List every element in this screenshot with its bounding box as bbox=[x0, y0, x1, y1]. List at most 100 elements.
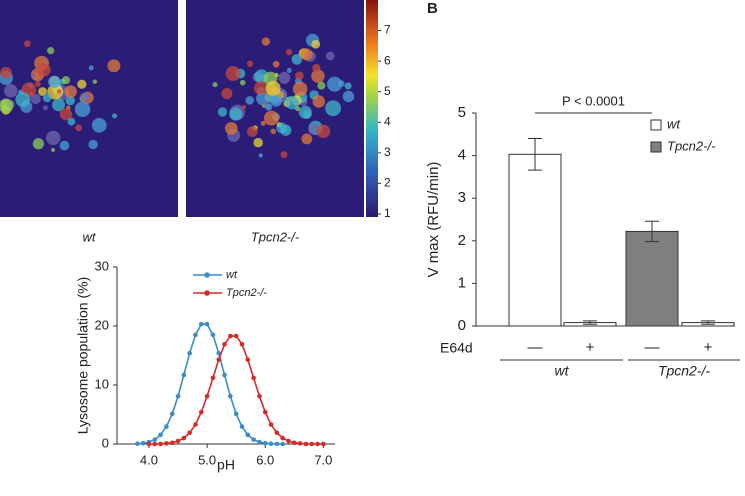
point bbox=[193, 332, 198, 338]
series-line bbox=[148, 335, 324, 445]
blob bbox=[91, 117, 107, 133]
error-bar bbox=[645, 220, 659, 243]
image-caption: wt bbox=[83, 229, 97, 244]
colorbar bbox=[366, 0, 378, 217]
blob bbox=[261, 37, 271, 46]
blob bbox=[67, 117, 76, 126]
blob bbox=[246, 60, 254, 67]
blob bbox=[298, 105, 312, 119]
point bbox=[135, 441, 140, 447]
legend-swatch bbox=[650, 141, 662, 153]
blob bbox=[258, 153, 263, 158]
blob bbox=[42, 93, 52, 103]
point bbox=[169, 411, 175, 417]
y-tick-label: 0 bbox=[102, 435, 109, 450]
colorbar-label: 7 bbox=[384, 23, 391, 37]
blob bbox=[212, 82, 218, 88]
blob bbox=[46, 130, 61, 146]
blob bbox=[260, 120, 266, 126]
blob bbox=[325, 51, 335, 61]
category-label: — bbox=[528, 339, 543, 356]
legend-label: wt bbox=[226, 269, 238, 281]
x-tick-label: 6.0 bbox=[256, 452, 274, 467]
category-label: + bbox=[704, 339, 713, 356]
blob bbox=[241, 105, 247, 110]
blob bbox=[24, 40, 31, 48]
blob bbox=[38, 87, 47, 96]
blob bbox=[88, 65, 94, 71]
blob bbox=[312, 63, 321, 73]
blob bbox=[342, 90, 355, 103]
blob bbox=[280, 151, 288, 159]
point bbox=[222, 341, 227, 347]
colorbar-label: 1 bbox=[384, 206, 391, 220]
blob bbox=[316, 124, 331, 139]
point bbox=[169, 440, 175, 446]
point bbox=[274, 441, 280, 447]
row-label: E64d bbox=[440, 340, 473, 356]
colorbar-label: 5 bbox=[384, 84, 391, 98]
blob bbox=[286, 67, 292, 73]
point bbox=[262, 409, 268, 415]
blob bbox=[61, 76, 71, 85]
blob bbox=[295, 71, 304, 80]
blob bbox=[253, 137, 263, 148]
blob bbox=[280, 124, 292, 136]
category-label: + bbox=[586, 339, 595, 356]
point bbox=[222, 372, 227, 378]
blob bbox=[224, 122, 238, 135]
blob bbox=[75, 124, 82, 132]
x-axis-label: pH bbox=[217, 457, 235, 473]
blob bbox=[37, 63, 51, 77]
bar bbox=[625, 230, 679, 327]
point bbox=[245, 357, 251, 362]
point bbox=[292, 440, 297, 446]
point bbox=[315, 441, 320, 447]
y-tick-label: 20 bbox=[95, 317, 109, 332]
point bbox=[198, 321, 204, 327]
x-tick-label: 7.0 bbox=[314, 452, 332, 467]
point bbox=[228, 393, 233, 399]
series-line bbox=[137, 323, 283, 445]
legend-label: Tpcn2-/- bbox=[226, 287, 267, 299]
panel-label: B bbox=[427, 0, 438, 17]
point bbox=[210, 332, 216, 338]
blob bbox=[50, 147, 56, 152]
point bbox=[216, 357, 222, 362]
blob bbox=[269, 94, 283, 107]
y-tick-label: 1 bbox=[458, 274, 466, 291]
blob bbox=[0, 98, 14, 114]
blob bbox=[265, 80, 281, 96]
point bbox=[286, 438, 291, 444]
point bbox=[204, 393, 210, 399]
y-tick-label: 5 bbox=[458, 104, 466, 121]
point bbox=[233, 411, 239, 417]
point bbox=[181, 435, 187, 441]
point bbox=[193, 422, 198, 427]
blob bbox=[344, 82, 352, 90]
point bbox=[309, 441, 315, 447]
blob bbox=[66, 105, 71, 110]
blob bbox=[327, 76, 343, 92]
point bbox=[268, 441, 274, 447]
blob bbox=[246, 126, 258, 138]
blob bbox=[32, 138, 44, 150]
blob bbox=[240, 79, 246, 86]
blob bbox=[47, 47, 55, 55]
point bbox=[181, 372, 187, 378]
y-tick-label: 3 bbox=[458, 189, 466, 206]
blob bbox=[300, 48, 313, 61]
blob bbox=[64, 85, 77, 98]
blob bbox=[245, 96, 254, 105]
y-tick-label: 30 bbox=[95, 258, 109, 273]
point bbox=[164, 424, 169, 429]
blob bbox=[325, 100, 342, 117]
point bbox=[164, 441, 169, 446]
y-tick-label: 0 bbox=[458, 317, 466, 334]
blob bbox=[217, 107, 228, 117]
blob bbox=[92, 79, 98, 84]
blob bbox=[277, 92, 283, 98]
point bbox=[280, 435, 285, 441]
blob bbox=[47, 83, 63, 100]
point bbox=[175, 393, 181, 399]
